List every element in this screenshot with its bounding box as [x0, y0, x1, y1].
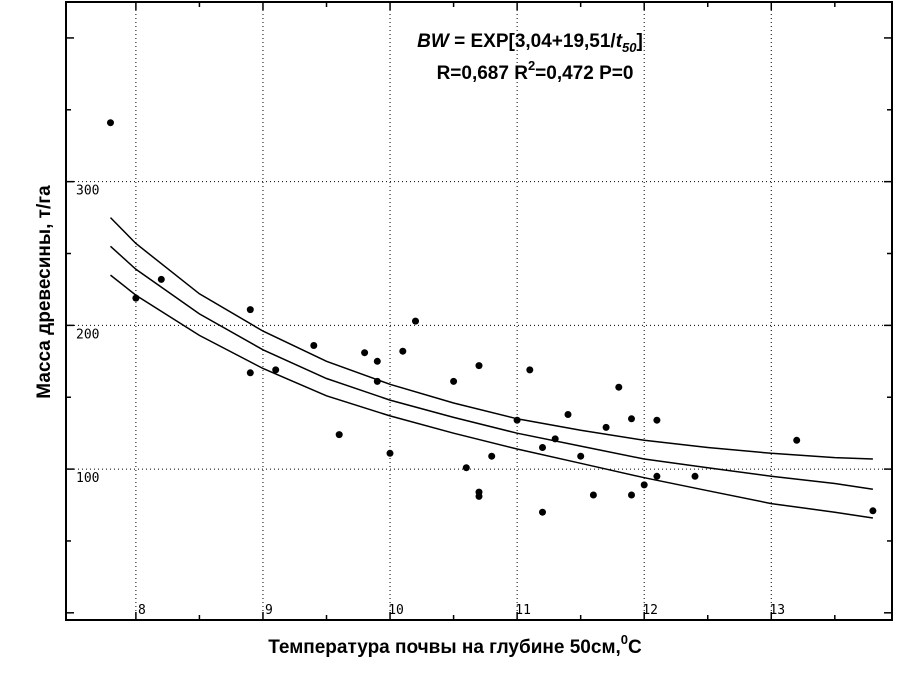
data-point — [564, 411, 572, 418]
data-point — [793, 436, 801, 444]
data-point — [628, 415, 635, 423]
data-point — [653, 472, 661, 480]
data-point — [399, 347, 407, 355]
data-point — [539, 444, 546, 451]
data-point — [157, 275, 165, 283]
data-point — [526, 366, 534, 374]
x-axis-title: Температура почвы на глубине 50см,0C — [268, 632, 642, 658]
regression-stats: R=0,687 R2=0,472 P=0 — [437, 58, 634, 84]
data-point — [513, 416, 521, 424]
x-axis-title-text: Температура почвы на глубине 50см, — [268, 637, 621, 658]
y-tick-label: 300 — [76, 184, 99, 199]
data-point — [475, 492, 483, 500]
equation-equals: = — [449, 31, 471, 52]
data-point — [373, 377, 381, 385]
x-tick-label: 11 — [515, 603, 531, 618]
data-point — [107, 119, 114, 127]
grid-lines — [66, 2, 892, 620]
x-tick-label: 9 — [265, 603, 273, 618]
data-point — [628, 491, 635, 499]
lower-confidence-curve — [110, 274, 874, 519]
x-tick-label: 8 — [138, 603, 146, 618]
data-point — [691, 472, 699, 480]
data-point — [386, 449, 394, 457]
data-point — [589, 491, 597, 499]
y-tick-label: 200 — [76, 327, 99, 342]
data-point — [272, 366, 280, 374]
upper-confidence-curve — [109, 217, 873, 460]
plot-frame — [65, 1, 893, 621]
data-point — [412, 317, 419, 325]
data-point — [640, 481, 648, 489]
data-point — [475, 362, 483, 370]
stats-superscript: 2 — [528, 58, 535, 73]
data-point — [869, 507, 877, 515]
stats-r: R=0,687 R — [437, 63, 529, 84]
equation-body: EXP[3,04+19,51/ — [470, 31, 616, 52]
data-point — [488, 452, 496, 460]
regression-equation: BW = EXP[3,04+19,51/t50] — [417, 31, 643, 55]
regression-curves — [109, 217, 874, 519]
data-point — [335, 431, 343, 439]
data-point — [361, 349, 369, 357]
data-point — [551, 435, 559, 443]
x-tick-label: 12 — [642, 603, 658, 618]
axis-ticks: 8 9 10 11 12 13 100 200 300 — [66, 2, 892, 620]
data-point — [373, 357, 381, 365]
equation-lhs: BW — [417, 31, 451, 52]
data-point — [132, 294, 140, 302]
data-point — [450, 377, 458, 385]
regression-curve — [109, 245, 874, 490]
y-axis-title: Масса древесины, т/га — [34, 185, 55, 399]
y-tick-label: 100 — [76, 471, 99, 486]
data-points — [107, 119, 877, 516]
data-point — [310, 342, 318, 349]
x-axis-unit: C — [628, 637, 642, 658]
equation-variable: t — [616, 31, 623, 52]
data-point — [539, 508, 546, 516]
data-point — [602, 423, 610, 431]
data-point — [246, 306, 254, 314]
data-point — [653, 416, 661, 424]
data-point — [246, 369, 254, 377]
data-point — [462, 464, 470, 472]
equation-close: ] — [637, 31, 643, 52]
x-tick-label: 10 — [388, 603, 404, 618]
data-point — [615, 383, 623, 391]
x-axis-unit-superscript: 0 — [621, 632, 628, 647]
x-tick-label: 13 — [769, 603, 785, 618]
data-point — [577, 452, 585, 460]
equation-subscript: 50 — [622, 40, 637, 55]
stats-rest: =0,472 P=0 — [535, 63, 633, 84]
